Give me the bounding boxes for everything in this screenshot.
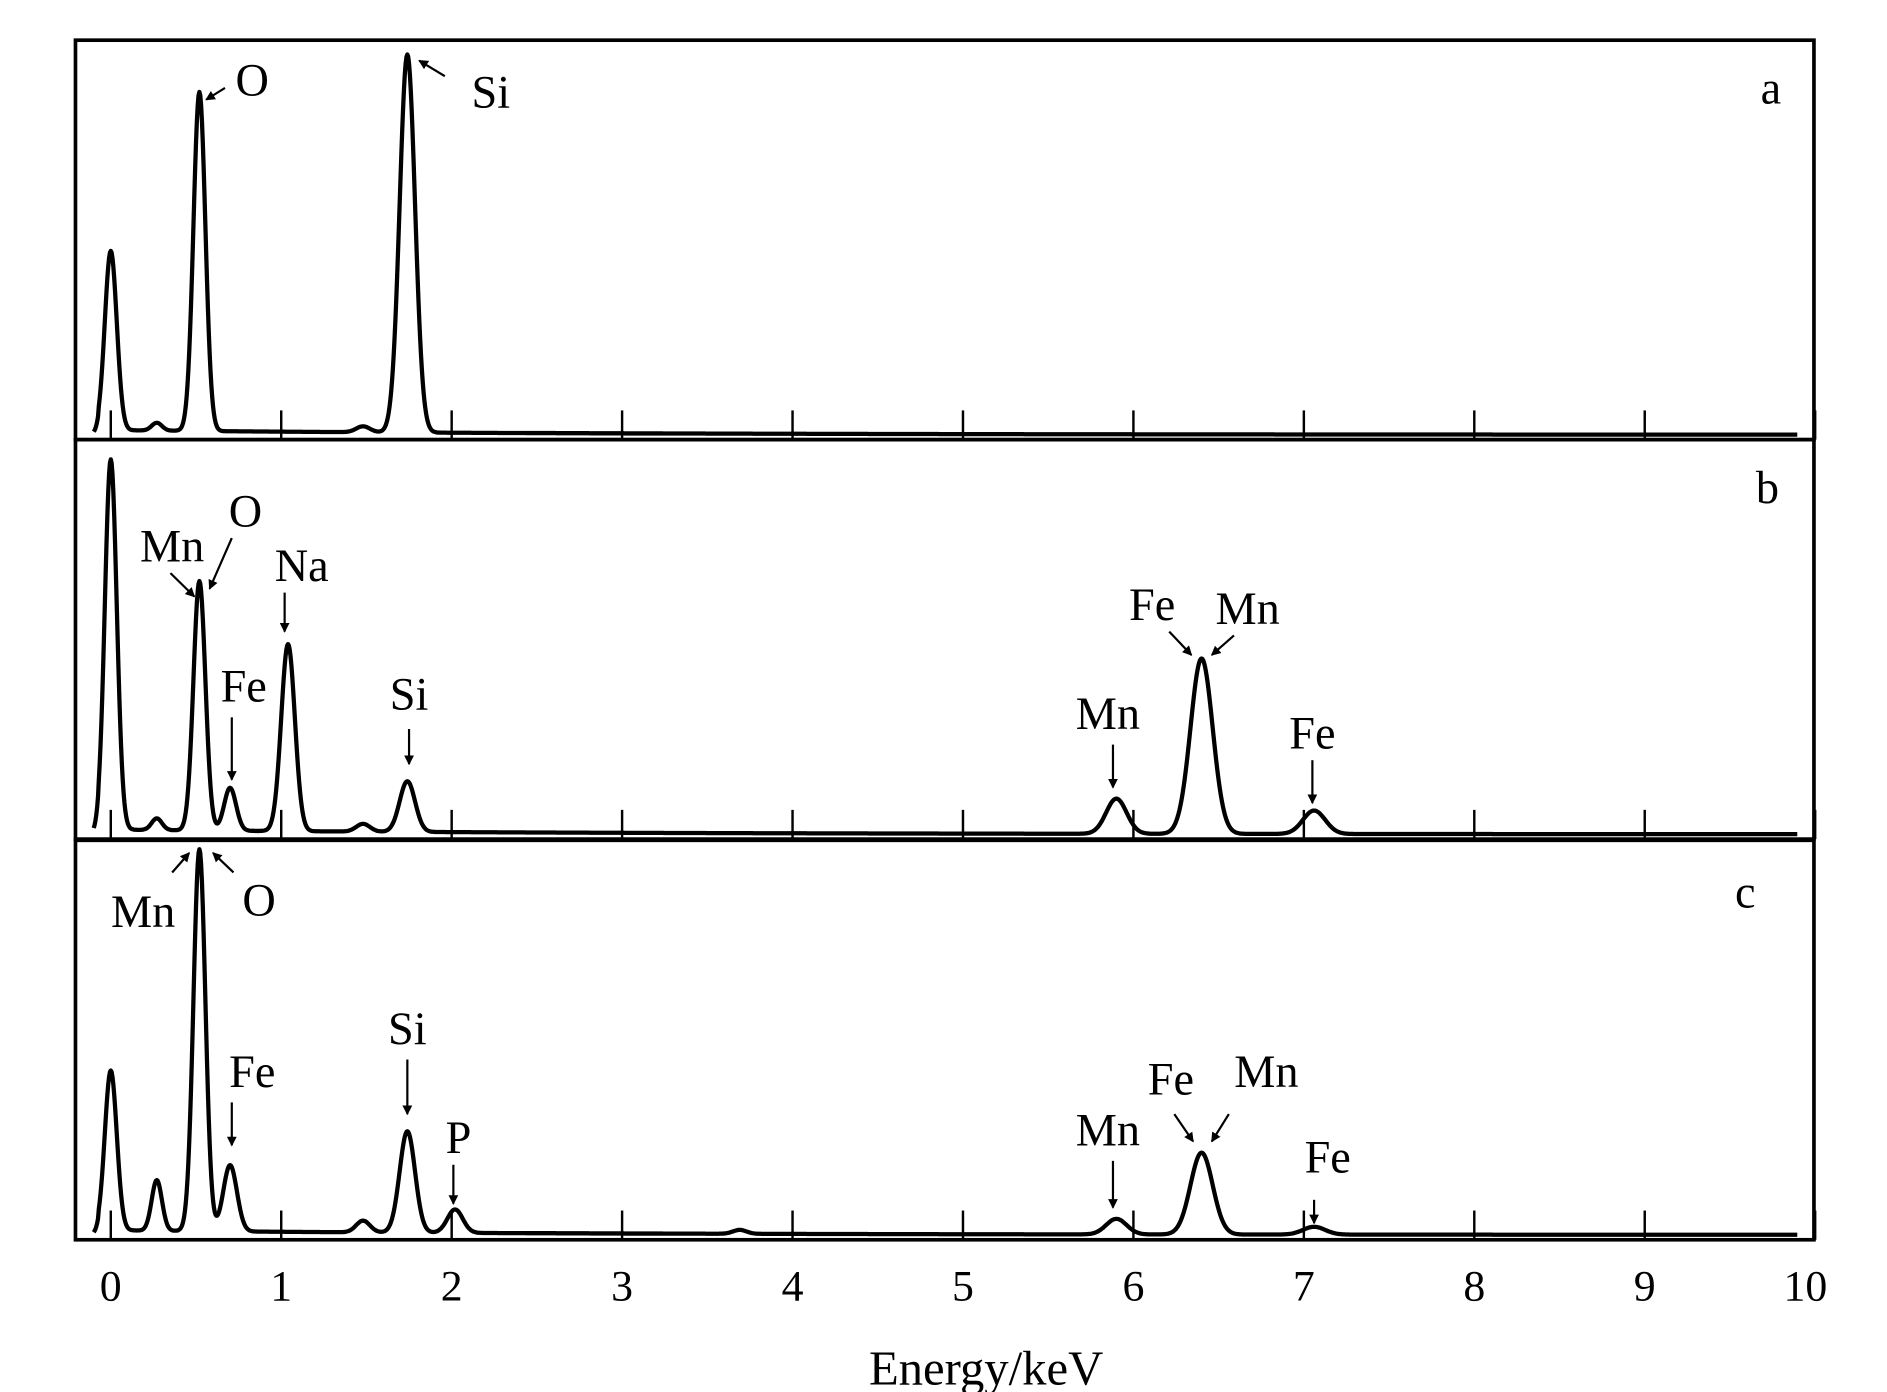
panel-label: b xyxy=(1756,463,1779,514)
peak-annotation: Na xyxy=(275,541,329,592)
annotation-arrow xyxy=(418,59,446,78)
spectrum-line-a xyxy=(91,52,1799,437)
spectrum-line-c xyxy=(91,847,1799,1237)
peak-point xyxy=(156,426,158,428)
peak-annotation: Fe xyxy=(1129,580,1175,631)
peak-annotation: Si xyxy=(388,1004,427,1055)
annotation-arrow xyxy=(169,572,196,598)
peak-annotation: Mn xyxy=(111,887,175,938)
x-tick-label: 8 xyxy=(1463,1263,1485,1311)
peak-annotation: P xyxy=(446,1113,472,1164)
peak-annotation: Mn xyxy=(1076,689,1140,740)
x-tick-label: 10 xyxy=(1784,1263,1828,1311)
peak-annotation: Fe xyxy=(229,1047,275,1098)
peak-annotation: O xyxy=(242,875,275,926)
x-tick-label: 9 xyxy=(1634,1263,1656,1311)
x-tick-label: 6 xyxy=(1122,1263,1144,1311)
peak-annotation: O xyxy=(229,486,262,537)
peak-annotation: Mn xyxy=(1076,1105,1140,1156)
peak-annotation: O xyxy=(236,56,269,107)
annotation-arrow xyxy=(208,537,233,590)
annotation-arrow xyxy=(1173,1113,1194,1143)
x-tick-label: 0 xyxy=(100,1263,122,1311)
peak-annotation: Fe xyxy=(1148,1055,1194,1106)
x-tick-label: 4 xyxy=(782,1263,804,1311)
panel-frame xyxy=(73,38,1816,442)
x-tick-label: 5 xyxy=(952,1263,974,1311)
peak-annotation: Fe xyxy=(1289,708,1335,759)
panel-a: a O Si xyxy=(73,38,1817,442)
annotation-arrow xyxy=(1210,634,1235,656)
panel-label: c xyxy=(1735,868,1756,919)
x-tick-label: 2 xyxy=(441,1263,463,1311)
x-tick-label: 7 xyxy=(1293,1263,1315,1311)
peak-annotation: Mn xyxy=(1234,1047,1298,1098)
peak-annotation: Si xyxy=(390,670,429,721)
x-tick-label: 3 xyxy=(611,1263,633,1311)
peak-annotation: Mn xyxy=(1215,584,1279,635)
peak-point xyxy=(156,821,158,823)
annotation-arrow xyxy=(212,852,235,874)
spectrum-line-b xyxy=(91,457,1799,837)
annotation-arrow xyxy=(205,86,226,101)
x-tick-label: 1 xyxy=(270,1263,292,1311)
peak-annotation: Fe xyxy=(1305,1133,1351,1184)
annotation-arrow xyxy=(1168,630,1193,656)
panel-frame xyxy=(73,437,1816,841)
annotation-arrow xyxy=(1210,1113,1230,1143)
peak-annotation: Mn xyxy=(140,521,204,572)
panel-b: b O Mn Na Fe Si Mn Fe Mn Fe xyxy=(73,437,1817,841)
peak-annotation: Si xyxy=(472,67,511,118)
panel-frame xyxy=(73,838,1816,1242)
annotation-arrow xyxy=(171,852,191,874)
x-axis-label: Energy/keV xyxy=(869,1342,1103,1392)
peak-annotation: Fe xyxy=(221,662,267,713)
panel-label: a xyxy=(1761,64,1782,115)
